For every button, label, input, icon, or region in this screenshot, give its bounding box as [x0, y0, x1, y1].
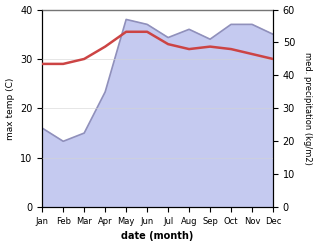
X-axis label: date (month): date (month) — [121, 231, 194, 242]
Y-axis label: med. precipitation (kg/m2): med. precipitation (kg/m2) — [303, 52, 313, 165]
Y-axis label: max temp (C): max temp (C) — [5, 77, 15, 140]
